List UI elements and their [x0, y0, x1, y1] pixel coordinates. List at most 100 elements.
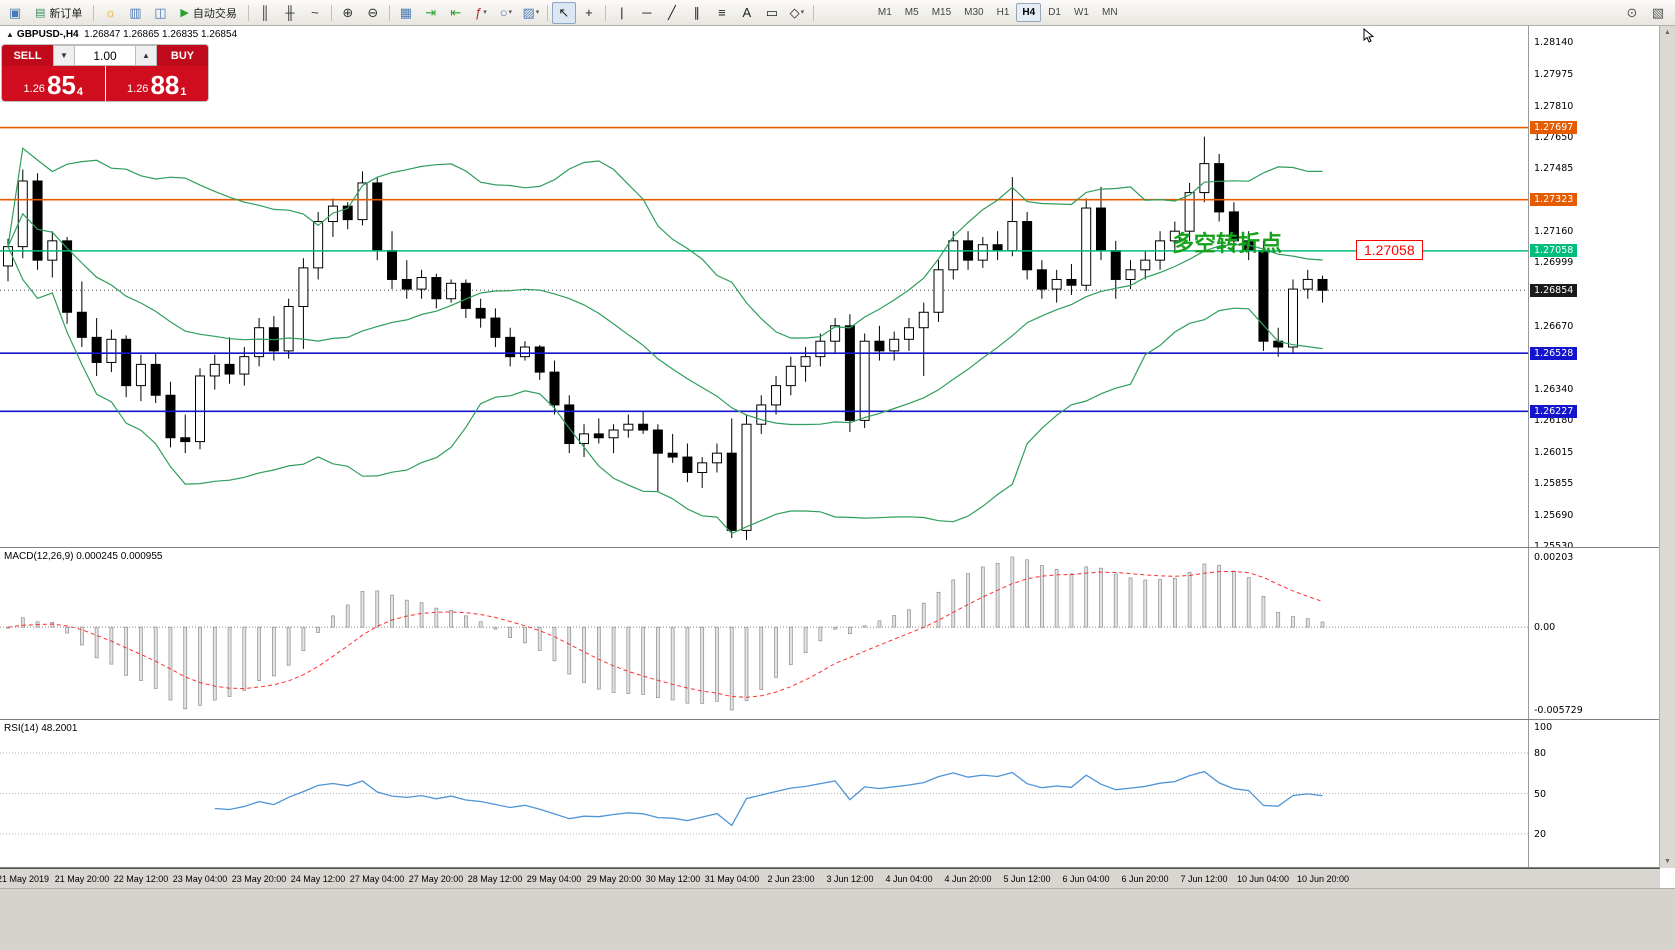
volume-increase-button[interactable]: ▲	[135, 45, 157, 66]
macd-axis[interactable]: 0.00203 0.00 -0.005729	[1528, 548, 1660, 719]
candle	[1228, 202, 1239, 251]
time-axis-label: 23 May 04:00	[172, 874, 228, 884]
text-icon[interactable]: A	[735, 2, 759, 24]
indicators-icon[interactable]: ƒ ▾	[469, 2, 493, 24]
scroll-down-arrow[interactable]: ▼	[1664, 858, 1671, 865]
sell-button[interactable]: SELL	[2, 45, 53, 66]
candle	[815, 333, 826, 367]
label-icon[interactable]: ▭	[760, 2, 784, 24]
data-window-icon: ◫	[154, 5, 167, 20]
candle	[47, 231, 58, 278]
panel-separator[interactable]	[0, 547, 1660, 548]
fibonacci-icon[interactable]: ≡	[710, 2, 734, 24]
price-axis-tick: 1.26340	[1534, 384, 1574, 395]
candle	[135, 354, 146, 402]
sell-price[interactable]: 1.26 85 4	[2, 66, 106, 101]
candle	[298, 258, 309, 349]
volume-decrease-button[interactable]: ▼	[53, 45, 75, 66]
scroll-up-arrow[interactable]: ▲	[1664, 29, 1671, 36]
timeframe-d1[interactable]: D1	[1048, 7, 1061, 18]
timeframe-h4[interactable]: H4	[1016, 3, 1042, 22]
label-icon: ▭	[765, 5, 779, 20]
price-axis-tick: 1.27650	[1534, 132, 1574, 143]
timeframe-m1[interactable]: M1	[877, 7, 892, 18]
candle	[475, 298, 486, 328]
equidistant-channel-icon[interactable]: ∥	[685, 2, 709, 24]
auto-scroll-icon[interactable]: ⇥	[419, 2, 443, 24]
candle	[534, 345, 545, 380]
candle	[32, 173, 43, 270]
candle	[490, 308, 501, 348]
time-axis[interactable]: 21 May 2019 21 May 20:00 22 May 12:00 23 Ma…	[0, 868, 1660, 890]
line-chart-icon[interactable]: ~	[303, 2, 327, 24]
vertical-scrollbar[interactable]: ▲ ▼	[1659, 26, 1675, 868]
candle	[1095, 186, 1106, 261]
volume-input[interactable]: 1.00	[75, 45, 135, 66]
candlestick-chart-icon[interactable]: ╫	[278, 2, 302, 24]
candle	[889, 331, 900, 361]
buy-price[interactable]: 1.26 88 1	[105, 66, 208, 101]
candle	[1125, 260, 1136, 290]
timeframe-m15[interactable]: M15	[931, 7, 952, 18]
zoom-out-icon[interactable]: ⊖	[361, 2, 385, 24]
chart-window-icon[interactable]: ▣	[3, 2, 27, 24]
rsi-chart[interactable]	[0, 720, 1528, 867]
sell-price-pip: 4	[76, 86, 83, 98]
grid-icon[interactable]: ▦	[394, 2, 418, 24]
timeframe-mn[interactable]: MN	[1101, 7, 1118, 18]
chart-shift-icon[interactable]: ⇤	[444, 2, 468, 24]
rsi-axis[interactable]: 100 80 50 20	[1528, 720, 1660, 867]
timeframe-h1[interactable]: H1	[996, 7, 1010, 18]
horizontal-line-icon[interactable]: ─	[635, 2, 659, 24]
price-axis-tick: 1.27975	[1534, 69, 1574, 80]
panel-separator[interactable]	[0, 719, 1660, 720]
time-axis-label: 27 May 20:00	[408, 874, 464, 884]
rsi-axis-tick: 20	[1534, 829, 1547, 840]
trendline-icon[interactable]: ╱	[660, 2, 684, 24]
data-window-icon[interactable]: ◫	[148, 2, 172, 24]
main-chart[interactable]	[0, 26, 1528, 547]
templates-icon: ▨	[522, 5, 535, 20]
rsi-axis-tick: 100	[1534, 722, 1553, 733]
timeframe-m5[interactable]: M5	[904, 7, 919, 18]
templates-icon[interactable]: ▨ ▾	[519, 2, 543, 24]
dropdown-caret-icon: ▾	[800, 9, 805, 16]
price-axis[interactable]: 1.28140 1.27975 1.27810 1.27650 1.27485 1.271…	[1528, 26, 1660, 547]
candle	[1066, 264, 1077, 295]
bar-chart-icon[interactable]: ║	[253, 2, 277, 24]
idea-icon[interactable]: ☼	[98, 2, 122, 24]
auto-trading-button[interactable]: ▶ 自动交易	[173, 2, 243, 24]
zoom-out-icon: ⊖	[367, 5, 379, 20]
buy-button[interactable]: BUY	[157, 45, 208, 66]
macd-chart[interactable]	[0, 548, 1528, 719]
shapes-icon[interactable]: ◇ ▾	[785, 2, 809, 24]
new-order-button[interactable]: ▤ 新订单	[28, 2, 89, 24]
timeframe-m30[interactable]: M30	[964, 7, 984, 18]
candle	[549, 360, 560, 415]
candle	[726, 418, 737, 539]
timeframe-w1[interactable]: W1	[1073, 7, 1089, 18]
toolbar-separator	[247, 4, 249, 21]
chart-annotation-text[interactable]: 多空转折点	[1172, 231, 1283, 256]
candle	[564, 395, 575, 454]
vertical-line-icon[interactable]: |	[610, 2, 634, 24]
bollinger-lower-band	[7, 246, 1323, 535]
candle	[372, 177, 383, 261]
new-window-icon[interactable]: ▧	[1646, 2, 1670, 24]
search-icon[interactable]: ⊙	[1620, 2, 1644, 24]
crosshair-icon[interactable]: +	[577, 2, 601, 24]
time-axis-label: 5 Jun 12:00	[1003, 874, 1051, 884]
dropdown-caret-icon: ▾	[508, 9, 513, 16]
zoom-in-icon[interactable]: ⊕	[336, 2, 360, 24]
panel-separator[interactable]	[0, 867, 1660, 868]
text-icon: A	[742, 5, 752, 20]
periods-icon[interactable]: ○ ▾	[494, 2, 518, 24]
candle	[593, 418, 604, 444]
market-watch-icon[interactable]: ▥	[123, 2, 147, 24]
macd-signal-line	[7, 570, 1323, 698]
price-flag-label[interactable]: 1.27058	[1356, 240, 1423, 260]
cursor-icon[interactable]: ↖	[551, 1, 576, 24]
one-click-collapse-arrow[interactable]: ▲	[6, 30, 14, 39]
candle	[195, 368, 206, 450]
